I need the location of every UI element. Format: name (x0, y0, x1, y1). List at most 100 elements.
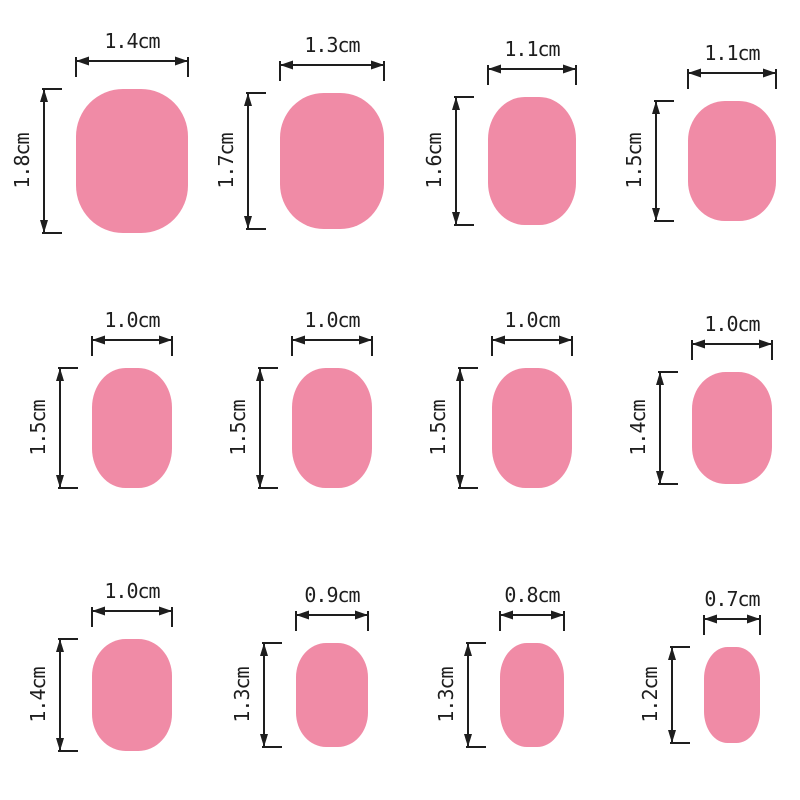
width-dimension: 1.0cm (490, 310, 574, 358)
width-label: 1.3cm (304, 33, 360, 58)
height-dimension-line (244, 92, 266, 231)
width-label: 1.0cm (104, 578, 160, 603)
height-label-wrap: 1.5cm (622, 99, 646, 223)
dimensioned-nail: 1.1cm 1.6cm (422, 39, 578, 227)
height-label-wrap: 1.4cm (26, 637, 50, 753)
height-dimension-line (56, 366, 78, 489)
width-label: 1.0cm (504, 307, 560, 332)
width-dimension-line (491, 335, 573, 356)
size-cell: 1.0cm 1.4cm (0, 533, 200, 800)
width-dimension: 1.4cm (74, 31, 190, 79)
height-dimension-line (56, 637, 78, 752)
height-dimension: 1.6cm (422, 95, 476, 227)
width-dimension-line (295, 610, 369, 631)
width-dimension-line (279, 60, 385, 82)
size-cell: 0.9cm 1.3cm (200, 533, 400, 800)
size-cell: 1.1cm 1.5cm (600, 0, 800, 267)
height-label-wrap: 1.5cm (426, 366, 450, 490)
dimensioned-nail: 1.0cm 1.4cm (626, 314, 774, 486)
width-dimension-line (75, 56, 189, 78)
height-dimension-line (456, 366, 478, 489)
height-label: 1.8cm (10, 133, 34, 189)
height-dimension: 1.5cm (622, 99, 676, 223)
size-cell: 1.0cm 1.5cm (200, 267, 400, 534)
width-label: 1.0cm (704, 311, 760, 336)
width-label: 1.4cm (104, 29, 160, 54)
height-label: 1.5cm (622, 133, 646, 189)
height-label: 1.4cm (626, 400, 650, 456)
width-dimension: 0.7cm (702, 589, 762, 637)
height-dimension-line (652, 100, 674, 223)
width-dimension: 1.1cm (686, 43, 778, 91)
nail-swatch (292, 367, 372, 488)
dimensioned-nail: 1.0cm 1.5cm (226, 310, 374, 490)
height-dimension: 1.4cm (626, 370, 680, 486)
height-dimension: 1.5cm (226, 366, 280, 490)
dimensioned-nail: 1.0cm 1.4cm (26, 581, 174, 753)
height-dimension-line (260, 641, 282, 748)
height-dimension-line (464, 641, 486, 748)
width-dimension-line (703, 614, 761, 635)
height-dimension-line (452, 96, 474, 227)
size-cell: 1.3cm 1.7cm (200, 0, 400, 267)
width-label: 1.1cm (704, 41, 760, 66)
height-label-wrap: 1.4cm (626, 370, 650, 486)
size-cell: 0.8cm 1.3cm (400, 533, 600, 800)
dimensioned-nail: 0.9cm 1.3cm (230, 585, 370, 749)
size-cell: 0.7cm 1.2cm (600, 533, 800, 800)
width-label: 0.8cm (504, 582, 560, 607)
nail-swatch (692, 371, 772, 484)
width-label: 1.0cm (104, 307, 160, 332)
height-dimension: 1.4cm (26, 637, 80, 753)
dimensioned-nail: 0.7cm 1.2cm (638, 589, 762, 745)
nail-swatch (500, 642, 564, 747)
nail-swatch (76, 89, 188, 234)
height-label: 1.4cm (26, 667, 50, 723)
dimensioned-nail: 1.0cm 1.5cm (26, 310, 174, 490)
width-label: 0.9cm (304, 582, 360, 607)
height-label-wrap: 1.5cm (26, 366, 50, 490)
width-dimension-line (487, 64, 577, 86)
width-dimension-line (91, 606, 173, 627)
height-dimension-line (40, 88, 62, 235)
height-label-wrap: 1.7cm (214, 91, 238, 231)
height-dimension: 1.5cm (26, 366, 80, 490)
height-dimension-line (256, 366, 278, 489)
nail-swatch (92, 367, 172, 488)
dimensioned-nail: 1.3cm 1.7cm (214, 35, 386, 231)
width-dimension-line (499, 610, 565, 631)
height-label-wrap: 1.5cm (226, 366, 250, 490)
width-dimension-line (687, 68, 777, 90)
height-label: 1.5cm (26, 400, 50, 456)
nail-swatch (296, 642, 368, 747)
height-dimension-line (668, 645, 690, 744)
dimensioned-nail: 1.1cm 1.5cm (622, 43, 778, 223)
width-dimension: 1.0cm (290, 310, 374, 358)
width-dimension: 0.9cm (294, 585, 370, 633)
height-dimension: 1.3cm (230, 641, 284, 749)
height-label-wrap: 1.2cm (638, 645, 662, 745)
width-dimension: 1.0cm (690, 314, 774, 362)
width-dimension-line (691, 339, 773, 360)
height-label-wrap: 1.6cm (422, 95, 446, 227)
nail-swatch (92, 638, 172, 751)
nail-swatch (704, 646, 760, 743)
width-dimension: 1.1cm (486, 39, 578, 87)
size-cell: 1.0cm 1.5cm (400, 267, 600, 534)
width-dimension: 1.0cm (90, 581, 174, 629)
size-cell: 1.4cm 1.8cm (0, 0, 200, 267)
size-cell: 1.0cm 1.5cm (0, 267, 200, 534)
nail-swatch (280, 93, 384, 230)
height-dimension: 1.5cm (426, 366, 480, 490)
height-label: 1.6cm (422, 133, 446, 189)
width-dimension: 0.8cm (498, 585, 566, 633)
height-label: 1.5cm (426, 400, 450, 456)
height-label: 1.3cm (434, 667, 458, 723)
height-label: 1.5cm (226, 400, 250, 456)
height-dimension-line (656, 370, 678, 485)
height-label-wrap: 1.3cm (230, 641, 254, 749)
height-label: 1.2cm (638, 667, 662, 723)
height-dimension: 1.7cm (214, 91, 268, 231)
width-dimension-line (91, 335, 173, 356)
